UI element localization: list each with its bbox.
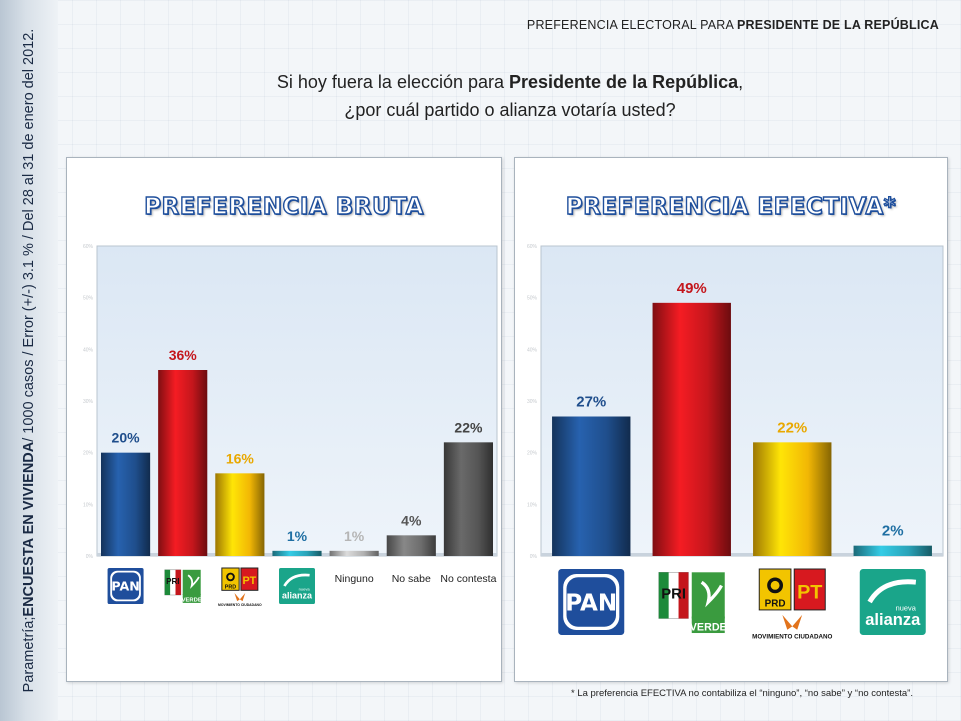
survey-info-prefix: Parametría; <box>21 616 37 693</box>
survey-info-bold: ENCUESTA EN VIVIENDA <box>21 441 37 617</box>
y-tick-label: 50% <box>83 296 94 302</box>
survey-info-suffix: / 1000 casos / Error (+/-) 3.1 % / Del 2… <box>21 28 37 442</box>
data-label: 1% <box>287 528 308 544</box>
alianza-logo-text: alianza <box>282 591 313 601</box>
nueva-logo-text: nueva <box>896 603 917 612</box>
pri-logo-text: PRI <box>166 577 180 586</box>
pri-logo-text: PRI <box>661 587 686 603</box>
header-prefix: PREFERENCIA ELECTORAL PARA <box>526 18 738 32</box>
chart-title-efectiva: PREFERENCIA EFECTIVA* <box>565 193 897 220</box>
question-bold: Presidente de la República <box>509 72 739 92</box>
pan-logo-text: PAN <box>565 590 617 616</box>
y-tick-label: 50% <box>527 296 538 302</box>
data-label: 20% <box>112 430 141 446</box>
y-tick-label: 10% <box>83 502 94 508</box>
panel-preferencia-efectiva: PREFERENCIA EFECTIVA* 0% 10% 20% 30% 40% 50% 6… <box>514 157 948 682</box>
alianza-logo-text: alianza <box>865 611 921 629</box>
pan-logo: PAN <box>558 569 625 635</box>
pri-logo: PRI VERDE <box>658 572 727 633</box>
y-tick-label: 30% <box>527 399 538 405</box>
data-label: 49% <box>677 280 707 297</box>
data-label: 1% <box>344 528 365 544</box>
mc-logo-text: MOVIMIENTO CIUDADANO <box>218 603 262 607</box>
chart-efectiva: 0% 10% 20% 30% 40% 50% 60% 27% PAN 49% PRI VERDE 22%… <box>527 244 944 640</box>
prd-logo-text: PRD <box>765 599 786 610</box>
y-tick-label: 40% <box>83 347 94 353</box>
bar-3 <box>215 473 265 556</box>
data-label: 22% <box>454 419 483 435</box>
y-tick-label: 20% <box>527 451 538 457</box>
verde-logo-text: VERDE <box>690 621 727 633</box>
category-label: Ninguno <box>335 573 374 585</box>
question-suffix: , <box>738 72 744 92</box>
bar-1 <box>552 416 631 556</box>
mc-logo-text: MOVIMIENTO CIUDADANO <box>752 633 832 640</box>
survey-question: Si hoy fuera la elección para Presidente… <box>140 68 880 124</box>
side-decoration <box>0 0 58 721</box>
prd-logo-text: PRD <box>225 585 236 591</box>
bar-2 <box>652 302 731 556</box>
verde-logo-text: VERDE <box>182 597 202 603</box>
y-tick-label: 20% <box>83 451 94 457</box>
footnote: * La preferencia EFECTIVA no contabiliza… <box>570 688 913 699</box>
pt-logo-text: PT <box>242 575 256 587</box>
prd-logo: PRD PT MOVIMIENTO CIUDADANO <box>218 567 262 607</box>
y-tick-label: 30% <box>83 399 94 405</box>
y-tick-label: 0% <box>86 554 94 560</box>
plot-area <box>96 245 498 557</box>
data-label: 16% <box>226 450 255 466</box>
page-header: PREFERENCIA ELECTORAL PARA PRESIDENTE DE… <box>527 18 939 32</box>
nueva-logo-text: nueva <box>299 587 311 592</box>
data-label: 22% <box>777 419 807 436</box>
pan-logo: PAN <box>107 568 144 604</box>
chart-title-bruta: PREFERENCIA BRUTA <box>143 193 424 220</box>
chart-bruta: 0% 10% 20% 30% 40% 50% 60% 20% PAN 36% PRI VERDE 16%… <box>83 244 498 607</box>
y-tick-label: 60% <box>527 244 538 250</box>
category-label: No contesta <box>440 573 496 585</box>
bar-7 <box>443 442 493 556</box>
question-line-2: ¿por cuál partido o alianza votaría uste… <box>344 100 676 120</box>
bar-4 <box>272 550 322 556</box>
pt-logo-text: PT <box>797 581 822 603</box>
bar-1 <box>101 452 151 556</box>
data-label: 4% <box>401 512 422 528</box>
bar-3 <box>753 442 832 556</box>
y-tick-label: 10% <box>527 502 538 508</box>
bar-2 <box>158 370 208 556</box>
header-bold: PRESIDENTE DE LA REPÚBLICA <box>737 18 939 32</box>
pri-logo: PRI VERDE <box>164 569 202 603</box>
survey-info-label: Parametría; ENCUESTA EN VIVIENDA / 1000 … <box>0 0 58 721</box>
data-label: 2% <box>882 523 904 540</box>
y-tick-label: 40% <box>527 347 538 353</box>
bar-4 <box>853 545 932 556</box>
question-prefix: Si hoy fuera la elección para <box>276 72 510 92</box>
baseline <box>541 553 943 556</box>
question-line-1: Si hoy fuera la elección para Presidente… <box>140 68 880 96</box>
pan-logo-text: PAN <box>111 579 139 594</box>
y-tick-label: 60% <box>83 244 94 250</box>
bar-6 <box>386 535 436 556</box>
data-label: 36% <box>169 347 198 363</box>
category-label: No sabe <box>392 573 431 585</box>
panel-preferencia-bruta: PREFERENCIA BRUTA 0% 10% 20% 30% 40% 50% 60% 20… <box>66 157 502 682</box>
bar-5 <box>329 550 379 556</box>
data-label: 27% <box>576 394 606 411</box>
y-tick-label: 0% <box>530 554 538 560</box>
prd-logo: PRD PT MOVIMIENTO CIUDADANO <box>752 568 833 640</box>
